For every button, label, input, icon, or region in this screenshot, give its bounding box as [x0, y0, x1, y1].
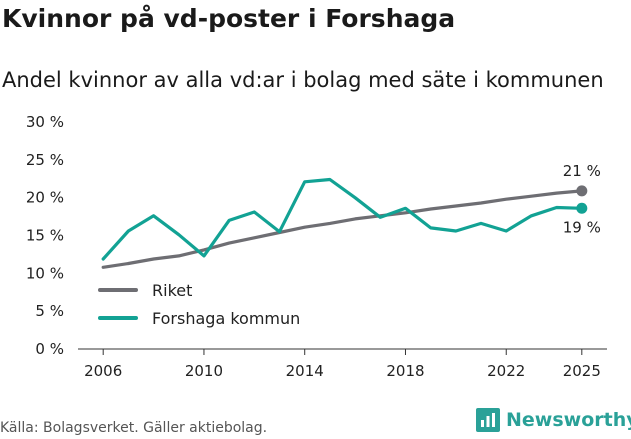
series-end-point	[576, 185, 588, 197]
newsworthy-logo-icon	[476, 408, 500, 432]
series-end-label: 21 %	[563, 162, 601, 180]
x-tick-label: 2014	[286, 362, 324, 380]
x-tick-label: 2022	[487, 362, 525, 380]
x-axis: 2006 2010 2014 2018 2022 2025	[78, 348, 607, 380]
series-line-forshaga	[101, 177, 584, 261]
y-tick-label: 30 %	[26, 113, 64, 131]
newsworthy-logo: Newsworthy	[476, 408, 631, 432]
y-tick-label: 0 %	[35, 340, 64, 358]
legend-label: Forshaga kommun	[152, 309, 300, 328]
legend-label: Riket	[152, 281, 192, 300]
x-tick-label: 2006	[84, 362, 122, 380]
y-tick-label: 20 %	[26, 189, 64, 207]
source-note: Källa: Bolagsverket. Gäller aktiebolag.	[0, 420, 268, 436]
newsworthy-logo-text: Newsworthy	[506, 409, 631, 431]
series-end-point	[576, 202, 588, 214]
chart-title: Kvinnor på vd-poster i Forshaga	[2, 4, 456, 33]
series-line-riket	[101, 189, 584, 269]
y-tick-label: 25 %	[26, 151, 64, 169]
y-tick-label: 10 %	[26, 264, 64, 282]
series-end-label: 19 %	[563, 218, 601, 236]
y-tick-label: 15 %	[26, 227, 64, 245]
series-layer: 21 % 19 %	[101, 162, 601, 269]
x-tick-label: 2018	[386, 362, 424, 380]
x-tick-label: 2025	[563, 362, 601, 380]
y-axis: 0 % 5 % 10 % 15 % 20 % 25 % 30 %	[26, 113, 64, 358]
y-tick-label: 5 %	[35, 302, 64, 320]
chart-subtitle: Andel kvinnor av alla vd:ar i bolag med …	[2, 68, 604, 92]
x-tick-label: 2010	[185, 362, 223, 380]
legend: Riket Forshaga kommun	[98, 281, 300, 328]
